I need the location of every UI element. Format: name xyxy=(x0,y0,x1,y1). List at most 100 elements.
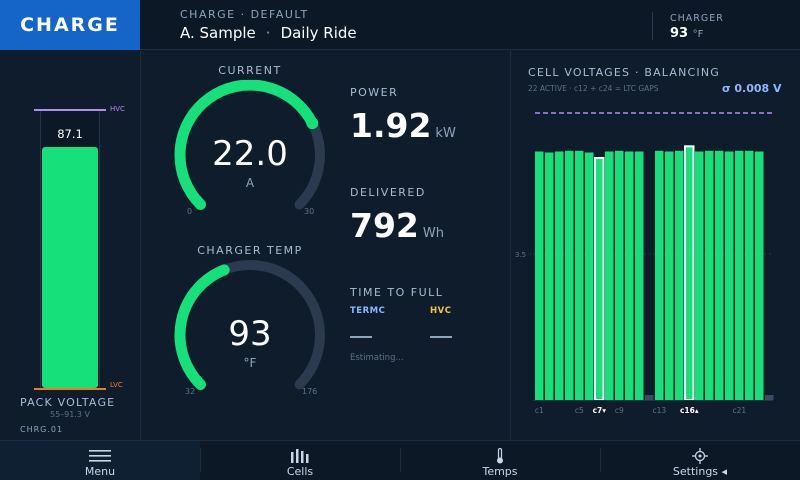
nav-menu-label: Menu xyxy=(84,465,116,478)
header-divider xyxy=(652,12,653,40)
current-unit: A xyxy=(245,176,255,190)
termc-label: TERMC xyxy=(350,306,386,316)
charger-temp-readout: 93 °F xyxy=(670,26,703,41)
cell-voltages-subtitle: 22 ACTIVE · c12 + c24 = LTC GAPS xyxy=(528,84,659,93)
current-gauge-title: CURRENT xyxy=(218,64,282,77)
profile-line: A. Sample · Daily Ride xyxy=(180,24,357,42)
temp-min-label: 32 xyxy=(185,387,196,396)
cell-bar xyxy=(545,152,554,400)
power-readout: 1.92 kW xyxy=(350,106,456,145)
charger-label: CHARGER xyxy=(670,13,724,24)
cell-x-label: c5 xyxy=(575,406,584,415)
nav-temps-label: Temps xyxy=(482,465,518,478)
lvc-threshold-line xyxy=(34,388,106,390)
delivered-value: 792 xyxy=(350,206,419,245)
cell-y-tick: 3.5 xyxy=(515,251,526,259)
cell-bar xyxy=(745,150,754,401)
nav-temps[interactable]: Temps xyxy=(400,440,600,480)
cell-bar xyxy=(625,151,634,400)
nav-cells[interactable]: Cells xyxy=(200,440,400,480)
temp-max-label: 176 xyxy=(302,387,318,396)
profile-separator: · xyxy=(265,24,271,42)
cell-gap-bar xyxy=(645,395,654,400)
termc-value-dash xyxy=(350,336,372,338)
pack-voltage-fill xyxy=(42,147,98,388)
cell-bar xyxy=(594,157,605,401)
current-gauge xyxy=(174,80,325,210)
current-max-label: 30 xyxy=(304,207,315,216)
ride-mode: Daily Ride xyxy=(280,24,357,42)
pack-id: CHRG.01 xyxy=(20,425,64,434)
gear-icon xyxy=(692,447,708,465)
cell-bar xyxy=(605,151,614,400)
cell-x-label: c16▴ xyxy=(680,406,699,415)
cell-bar xyxy=(705,150,714,401)
power-value: 1.92 xyxy=(350,106,432,145)
cell-bar xyxy=(735,150,744,401)
cell-bar xyxy=(675,150,684,401)
hvc-threshold-line xyxy=(34,109,106,111)
cell-sigma: σ 0.008 V xyxy=(722,82,782,95)
nav-cells-label: Cells xyxy=(286,465,314,478)
cell-bar xyxy=(755,151,764,400)
current-gauge-arc xyxy=(174,80,318,210)
cell-bar xyxy=(695,151,704,400)
bars-icon xyxy=(290,447,310,465)
cell-bar xyxy=(635,151,644,400)
charger-temp-gauge xyxy=(174,260,325,390)
lvc-threshold-label: LVC xyxy=(110,381,123,389)
time-to-full-label: TIME TO FULL xyxy=(350,286,444,299)
charger-temp-value: 93 xyxy=(228,314,272,354)
cell-bar xyxy=(665,151,674,400)
thermometer-icon xyxy=(495,447,505,465)
cell-bar xyxy=(565,150,574,401)
cell-gap-bar xyxy=(765,395,774,400)
cell-bar xyxy=(684,145,695,401)
hvc-ttf-label: HVC xyxy=(430,306,452,316)
driver-name: A. Sample xyxy=(180,24,256,42)
temp-gauge-arc xyxy=(174,264,230,390)
nav-menu[interactable]: Menu xyxy=(0,440,200,480)
pack-voltage-value: 87.1 xyxy=(57,127,83,141)
nav-settings[interactable]: Settings ◂ xyxy=(600,440,800,480)
hvc-threshold-label: HVC xyxy=(110,105,125,113)
nav-separator xyxy=(200,448,201,472)
nav-settings-label: Settings ◂ xyxy=(672,465,728,478)
mode-badge[interactable]: CHARGE xyxy=(0,0,140,50)
estimating-text: Estimating... xyxy=(350,353,404,363)
power-unit: kW xyxy=(435,126,456,141)
cell-x-label: c9 xyxy=(615,406,624,415)
nav-separator xyxy=(400,448,401,472)
cell-bar xyxy=(585,152,594,400)
menu-icon xyxy=(89,447,111,465)
charger-temp-gauge-title: CHARGER TEMP xyxy=(197,244,303,257)
charger-temp-unit: °F xyxy=(692,29,704,40)
power-label: POWER xyxy=(350,86,399,99)
delivered-label: DELIVERED xyxy=(350,186,426,199)
delivered-readout: 792 Wh xyxy=(350,206,444,245)
cell-x-label: c1 xyxy=(535,406,544,415)
current-min-label: 0 xyxy=(187,207,193,216)
current-value: 22.0 xyxy=(212,134,288,174)
cell-bar xyxy=(725,151,734,400)
profile-label: CHARGE · DEFAULT xyxy=(180,8,309,21)
cell-bar xyxy=(555,151,564,400)
cell-bar xyxy=(575,150,584,401)
cell-x-label: c21 xyxy=(732,406,746,415)
charger-temp-value: 93 xyxy=(670,26,689,41)
cell-bar xyxy=(535,151,544,400)
hvc-value-dash xyxy=(430,336,452,338)
charger-temp-unit-label: °F xyxy=(243,356,257,370)
panel-divider-right xyxy=(510,51,511,440)
current-gauge-knob xyxy=(306,117,319,130)
cell-bar xyxy=(655,150,664,401)
pack-voltage-title: PACK VOLTAGE xyxy=(20,396,116,409)
cell-x-label: c13 xyxy=(652,406,666,415)
cell-bar xyxy=(615,150,624,401)
cell-voltage-chart: 3.5 c1 c5 c7▾ c9 c13 c16▴ c21 xyxy=(515,112,774,415)
cell-x-label: c7▾ xyxy=(593,406,607,415)
panel-divider-left xyxy=(140,51,141,440)
cell-voltages-title: CELL VOLTAGES · BALANCING xyxy=(528,66,721,79)
cell-bar xyxy=(715,150,724,401)
nav-separator xyxy=(600,448,601,472)
